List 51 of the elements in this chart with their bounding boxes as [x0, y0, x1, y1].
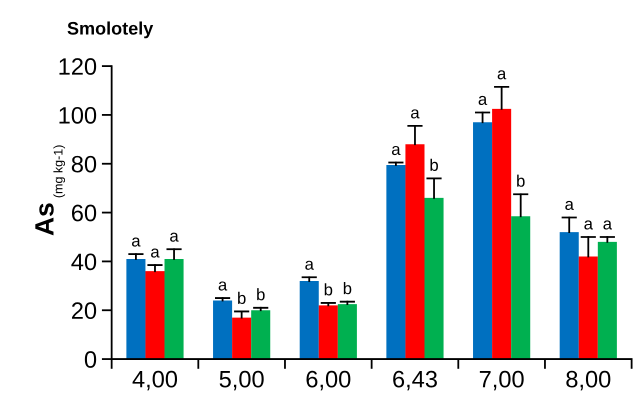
- bar: [560, 232, 579, 360]
- bar: [232, 318, 252, 360]
- bar: [338, 304, 357, 360]
- data-label: b: [324, 283, 332, 296]
- y-tick-label: 100: [59, 106, 96, 124]
- bar: [386, 164, 406, 360]
- bar: [318, 305, 338, 360]
- bar: [492, 108, 512, 360]
- data-label: a: [151, 248, 160, 258]
- data-label: a: [305, 260, 314, 270]
- bar: [424, 198, 444, 360]
- y-tick-label: 80: [72, 156, 96, 173]
- x-tick-label: 4,00: [132, 370, 178, 390]
- data-label: a: [132, 237, 141, 247]
- data-label: a: [565, 200, 574, 210]
- x-tick-label: 8,00: [566, 370, 610, 390]
- bar: [473, 122, 492, 360]
- data-label: b: [257, 288, 265, 300]
- bar: [300, 280, 319, 360]
- y-axis-title: As(mg kg-1): [35, 145, 66, 236]
- x-tick-label: 6,43: [393, 370, 437, 390]
- bar: [598, 242, 617, 360]
- bar: [578, 256, 598, 360]
- y-tick-label: 60: [72, 204, 96, 222]
- data-label: a: [584, 220, 593, 230]
- bar: [405, 144, 424, 360]
- data-label: a: [218, 281, 228, 291]
- bar: [126, 258, 146, 360]
- bar: [511, 216, 530, 360]
- x-tick-label: 5,00: [220, 370, 264, 390]
- data-label: a: [603, 220, 612, 230]
- data-label: a: [170, 232, 179, 242]
- bar: [213, 300, 232, 360]
- data-label: a: [411, 109, 420, 118]
- y-tick-label: 0: [84, 351, 96, 368]
- data-label: b: [430, 158, 438, 171]
- y-tick-label: 120: [59, 58, 96, 75]
- data-label: a: [478, 96, 488, 106]
- bar: [145, 271, 165, 360]
- data-label: a: [498, 70, 506, 80]
- data-label: a: [392, 146, 401, 156]
- chart-title: Smolotely: [68, 21, 154, 38]
- data-label: b: [517, 174, 525, 187]
- x-tick-label: 6,00: [306, 370, 350, 390]
- x-tick-label: 7,00: [480, 370, 524, 390]
- bar: [164, 258, 184, 360]
- y-tick-label: 20: [72, 302, 96, 320]
- bar: [251, 310, 270, 360]
- data-label: b: [344, 282, 352, 294]
- data-label: b: [238, 292, 246, 304]
- y-tick-label: 40: [71, 253, 96, 270]
